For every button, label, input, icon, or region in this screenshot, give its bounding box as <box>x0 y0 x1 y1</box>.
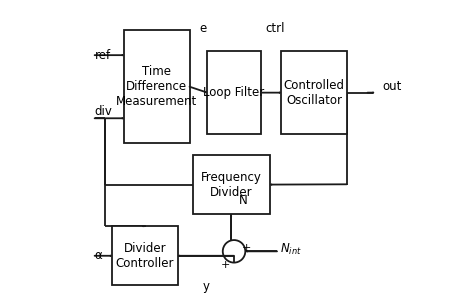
Text: Frequency
Divider: Frequency Divider <box>201 170 262 198</box>
Text: div: div <box>95 105 112 118</box>
Text: Time
Difference
Measurement: Time Difference Measurement <box>116 65 198 108</box>
Text: out: out <box>383 80 401 93</box>
Text: $N_{int}$: $N_{int}$ <box>280 242 302 257</box>
Text: y: y <box>202 280 210 294</box>
Text: e: e <box>199 22 207 35</box>
Text: ref: ref <box>95 49 111 62</box>
Text: Loop Filter: Loop Filter <box>203 86 264 99</box>
Text: ctrl: ctrl <box>266 22 285 35</box>
Text: N: N <box>238 194 247 207</box>
Bar <box>207 51 261 134</box>
Text: Divider
Controller: Divider Controller <box>116 242 174 270</box>
Bar <box>112 226 178 285</box>
Bar <box>192 155 270 214</box>
Text: +: + <box>242 243 252 253</box>
Bar <box>124 30 190 143</box>
Text: α: α <box>95 249 102 262</box>
Text: +: + <box>221 260 230 270</box>
Text: Controlled
Oscillator: Controlled Oscillator <box>283 79 345 107</box>
Bar <box>282 51 347 134</box>
